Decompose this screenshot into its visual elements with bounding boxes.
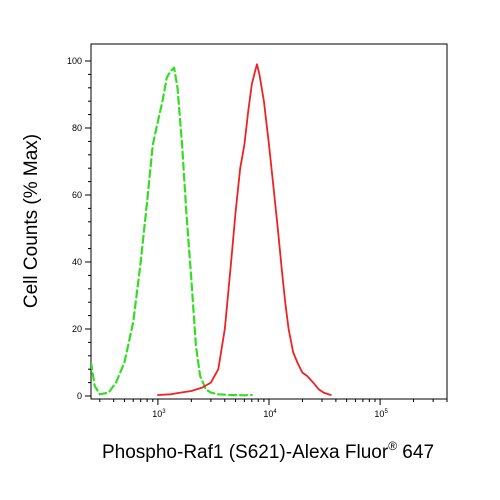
x-tick-base: 10 <box>263 409 273 419</box>
x-tick-exponent: 4 <box>273 409 277 415</box>
y-tick-label: 80 <box>72 123 82 133</box>
x-tick-label: 105 <box>374 409 388 419</box>
x-tick-label: 104 <box>263 409 277 419</box>
series-line-2 <box>156 63 332 396</box>
x-axis-title-suffix: 647 <box>397 442 434 463</box>
series-line-1 <box>91 66 253 397</box>
x-axis-title-main: Phospho-Raf1 (S621)-Alexa Fluor <box>102 442 389 463</box>
y-tick-label: 0 <box>77 391 82 401</box>
y-tick-label: 60 <box>72 190 82 200</box>
x-axis-title: Phospho-Raf1 (S621)-Alexa Fluor® 647 <box>102 439 434 463</box>
y-tick-label: 40 <box>72 257 82 267</box>
y-tick-label: 100 <box>67 56 82 66</box>
x-tick-label: 103 <box>152 409 166 419</box>
x-tick-exponent: 3 <box>162 409 166 415</box>
x-axis-title-superscript: ® <box>388 439 397 453</box>
x-tick-base: 10 <box>152 409 162 419</box>
x-tick-base: 10 <box>374 409 384 419</box>
y-tick-label: 20 <box>72 324 82 334</box>
x-tick-exponent: 5 <box>384 409 388 415</box>
y-axis-title: Cell Counts (% Max) <box>21 134 42 308</box>
